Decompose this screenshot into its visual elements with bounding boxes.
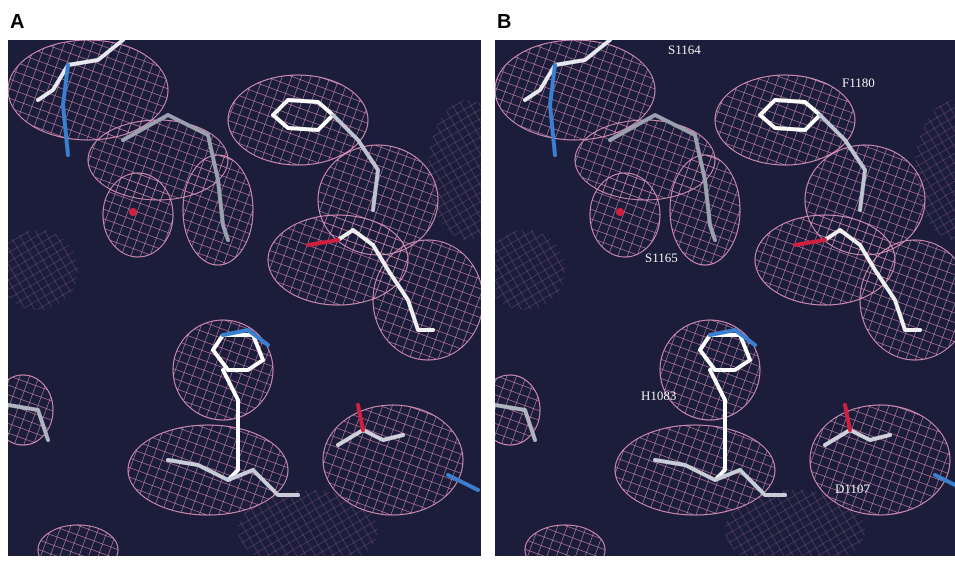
panel-label: A xyxy=(10,11,24,33)
residue-label: H1083 xyxy=(641,388,676,403)
panel-label: B xyxy=(497,11,511,33)
panel-a xyxy=(0,40,508,556)
residue-label: S1165 xyxy=(645,250,678,265)
residue-label: F1180 xyxy=(842,75,875,90)
residue-label: S1164 xyxy=(668,42,701,57)
residue-label: D1107 xyxy=(835,481,870,496)
panel-b xyxy=(480,40,955,556)
figure: A B S1164 F1180 S1165 H1083 D1107 xyxy=(0,0,955,556)
